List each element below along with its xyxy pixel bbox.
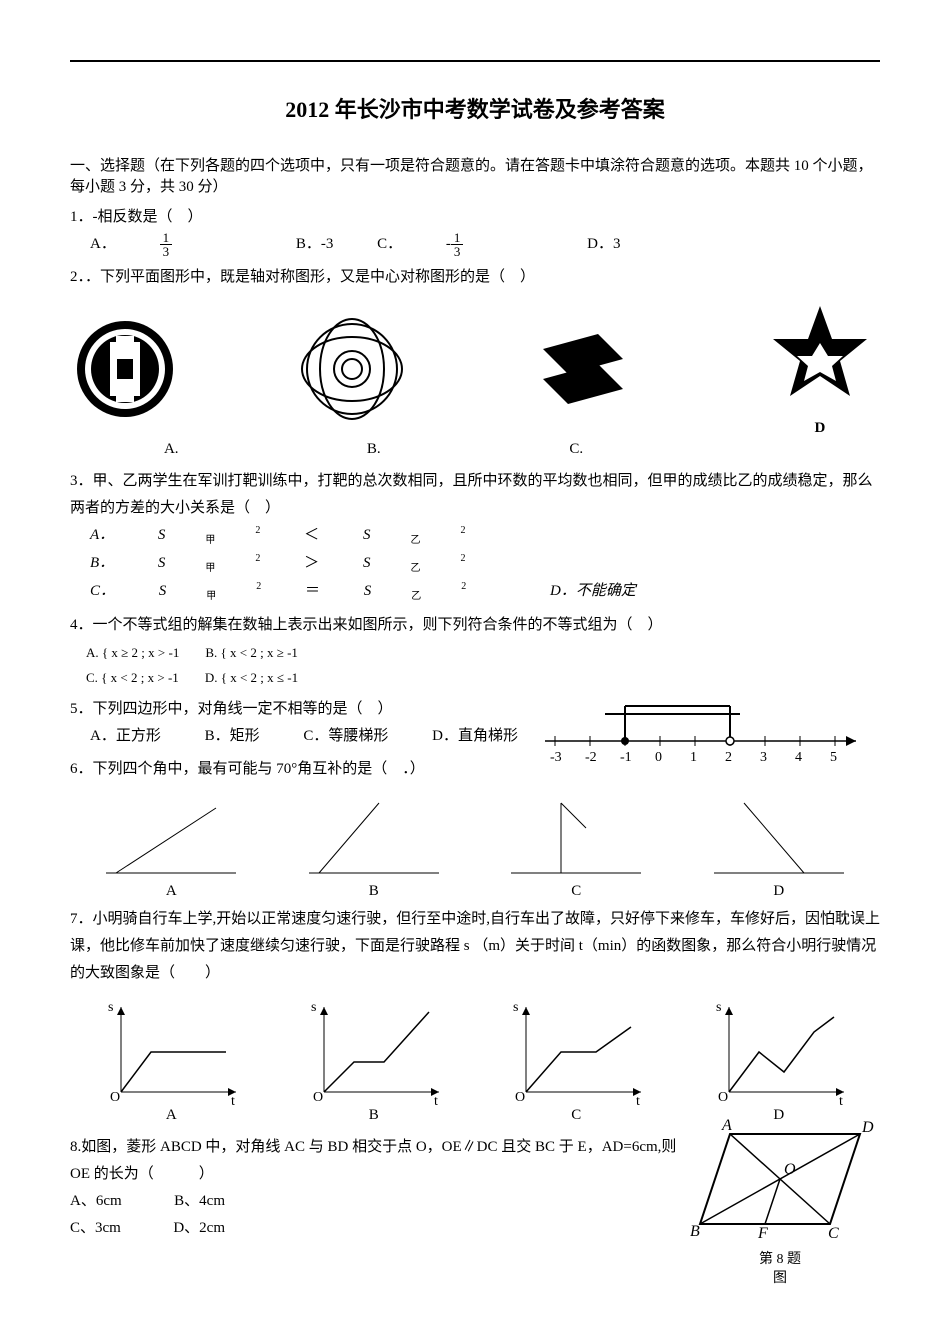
q4-stem: 4．一个不等式组的解集在数轴上表示出来如图所示，则下列符合条件的不等式组为（ ） (70, 617, 663, 633)
svg-text:1: 1 (690, 750, 697, 765)
svg-text:-3: -3 (550, 750, 562, 765)
svg-text:t: t (434, 1094, 438, 1107)
svg-text:C: C (828, 1225, 839, 1242)
q2: 2．．下列平面图形中，既是轴对称图形，又是中心对称图形的是（ ） (70, 264, 880, 291)
q6-figures: A B C D (70, 793, 880, 900)
header-rule (70, 60, 880, 62)
page-title: 2012 年长沙市中考数学试卷及参考答案 (70, 92, 880, 124)
q6-angleD-icon (704, 793, 854, 883)
q7-graphC-icon: s Ot (501, 997, 651, 1107)
q1-optA: A． 13 (90, 231, 252, 258)
q2-stem: 2．．下列平面图形中，既是轴对称图形，又是中心对称图形的是（ ） (70, 269, 535, 285)
q2-figC-icon (523, 319, 643, 419)
section-heading: 一、选择题（在下列各题的四个选项中，只有一项是符合题意的。请在答题卡中填涂符合题… (70, 154, 880, 196)
q7: 7．小明骑自行车上学,开始以正常速度匀速行驶，但行至中途时,自行车出了故障，只好… (70, 906, 880, 987)
q1: 1．-相反数是（ ） A． 13 B．-3 C． -13 D．3 (70, 204, 880, 258)
q4-numberline: -3 -2 -1 0 1 2 3 4 5 (540, 696, 880, 766)
svg-text:O: O (718, 1090, 728, 1105)
q5-optD: D．直角梯形 (432, 723, 518, 750)
q1-optB: B．-3 (296, 231, 334, 258)
svg-text:-1: -1 (620, 750, 632, 765)
q8-optB: B、4cm (174, 1193, 225, 1209)
q6-stem: 6．下列四个角中，最有可能与 70°角互补的是（ ．） (70, 761, 425, 777)
q2-labelB: B. (273, 441, 476, 458)
svg-text:O: O (110, 1090, 120, 1105)
q1-optD: D．3 (587, 231, 620, 258)
q5-optC: C．等腰梯形 (303, 723, 388, 750)
svg-text:t: t (636, 1094, 640, 1107)
q5-optB: B．矩形 (205, 723, 260, 750)
q7-labelB: B (273, 1107, 476, 1124)
q7-figures: s Ot A s Ot B s Ot C s Ot D (70, 997, 880, 1124)
svg-text:2: 2 (725, 750, 732, 765)
svg-text:s: s (108, 1000, 113, 1015)
svg-text:s: s (716, 1000, 721, 1015)
q3-optB: B． S甲2 ＞ S乙2 (90, 550, 505, 578)
svg-text:-2: -2 (585, 750, 597, 765)
svg-text:t: t (231, 1094, 235, 1107)
q6-angleA-icon (96, 793, 246, 883)
q7-graphD-icon: s Ot (704, 997, 854, 1107)
q2-figD-icon (760, 301, 880, 416)
q7-graphA-icon: s Ot (96, 997, 246, 1107)
svg-text:F: F (757, 1225, 768, 1242)
q3-stem: 3．甲、乙两学生在军训打靶训练中，打靶的总次数相同，且所中环数的平均数也相同，但… (70, 473, 873, 516)
q7-stem: 7．小明骑自行车上学,开始以正常速度匀速行驶，但行至中途时,自行车出了故障，只好… (70, 911, 880, 981)
q2-labelA: A. (70, 441, 273, 458)
q3-optC: C． S甲2 ＝ S乙2 (90, 578, 506, 606)
q8-optD: D、2cm (173, 1220, 225, 1236)
svg-text:B: B (690, 1223, 700, 1240)
q3-optA: A． S甲2 ＜ S乙2 (90, 522, 505, 550)
q8-figure: A D B C O F 第 8 题图 (680, 1114, 880, 1289)
q2-labelC: C. (475, 441, 678, 458)
q2-figB-icon (297, 314, 407, 424)
svg-text:O: O (313, 1090, 323, 1105)
svg-text:s: s (513, 1000, 518, 1015)
q5-stem: 5．下列四边形中，对角线一定不相等的是（ ） (70, 701, 393, 717)
q4-optA: A. { x ≥ 2 ; x > -1 (86, 645, 179, 660)
q7-labelD: D (678, 1107, 881, 1124)
q2-figA-icon (70, 314, 180, 424)
q6-angleB-icon (299, 793, 449, 883)
svg-text:0: 0 (655, 750, 662, 765)
q7-graphB-icon: s Ot (299, 997, 449, 1107)
q8-optA: A、6cm (70, 1193, 122, 1209)
svg-text:O: O (784, 1161, 796, 1178)
q4-optB: B. { x < 2 ; x ≥ -1 (205, 645, 298, 660)
q4-optC: C. { x < 2 ; x > -1 (86, 670, 179, 685)
q6-angleC-icon (501, 793, 651, 883)
svg-text:3: 3 (760, 750, 767, 765)
q2-figures: D (70, 301, 880, 437)
svg-text:O: O (515, 1090, 525, 1105)
q4: 4．一个不等式组的解集在数轴上表示出来如图所示，则下列符合条件的不等式组为（ ）… (70, 612, 880, 690)
svg-text:s: s (311, 1000, 316, 1015)
q7-labelC: C (475, 1107, 678, 1124)
q3: 3．甲、乙两学生在军训打靶训练中，打靶的总次数相同，且所中环数的平均数也相同，但… (70, 468, 880, 606)
q8-optC: C、3cm (70, 1220, 121, 1236)
q4-optD: D. { x < 2 ; x ≤ -1 (205, 670, 298, 685)
q1-stem: 1．-相反数是（ ） (70, 209, 203, 225)
svg-text:5: 5 (830, 750, 837, 765)
q8-stem: 8.如图，菱形 ABCD 中，对角线 AC 与 BD 相交于点 O，OE∥DC … (70, 1139, 676, 1182)
q7-labelA: A (70, 1107, 273, 1124)
q5-optA: A．正方形 (90, 723, 161, 750)
q8-rhombus-icon: A D B C O F (680, 1114, 880, 1244)
q1-optC: C． -13 (377, 231, 543, 258)
svg-text:4: 4 (795, 750, 802, 765)
q3-optD: D．不能确定 (550, 578, 636, 605)
svg-text:t: t (839, 1094, 843, 1107)
